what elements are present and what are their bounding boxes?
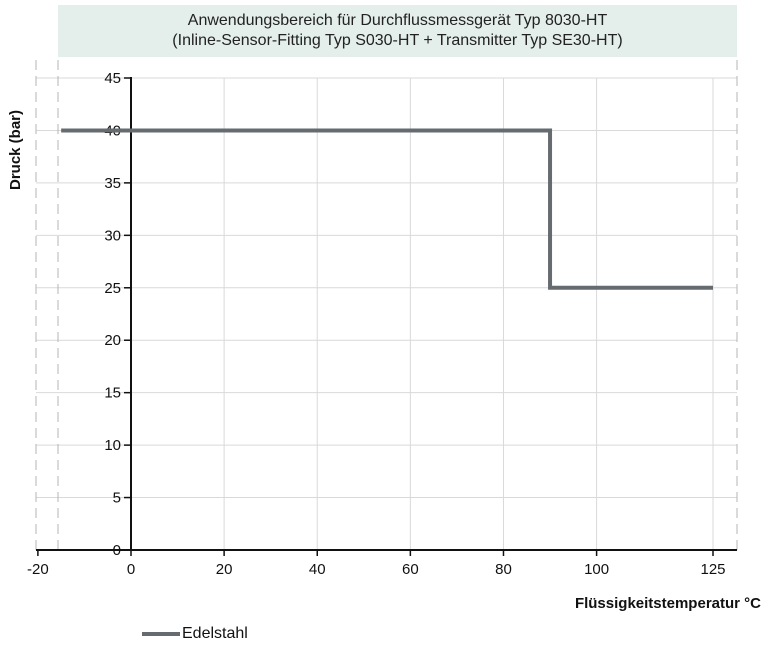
x-axis-label: Flüssigkeitstemperatur °C bbox=[575, 595, 761, 612]
y-tick-label: 45 bbox=[104, 70, 121, 87]
y-tick-label: 35 bbox=[104, 175, 121, 192]
legend-label: Edelstahl bbox=[182, 625, 248, 642]
x-tick-label: -20 bbox=[27, 561, 49, 578]
x-tick-label: 20 bbox=[216, 561, 233, 578]
legend-swatch bbox=[142, 632, 180, 636]
series-line-edelstahl bbox=[61, 128, 713, 290]
chart-title-line-2: (Inline-Sensor-Fitting Typ S030-HT + Tra… bbox=[172, 32, 623, 49]
x-tick-label: 0 bbox=[127, 561, 135, 578]
y-axis-label: Druck (bar) bbox=[7, 110, 24, 190]
y-tick-label: 25 bbox=[104, 280, 121, 297]
x-tick-label: 125 bbox=[700, 561, 725, 578]
x-tick-label: 80 bbox=[495, 561, 512, 578]
y-tick-label: 15 bbox=[104, 385, 121, 402]
legend: Edelstahl bbox=[142, 625, 248, 643]
y-tick-label: 30 bbox=[104, 227, 121, 244]
x-tick-label: 40 bbox=[309, 561, 326, 578]
y-tick-label: 10 bbox=[104, 437, 121, 454]
chart-title-box: Anwendungsbereich für Durchflussmessgerä… bbox=[58, 5, 737, 57]
chart-title-line-1: Anwendungsbereich für Durchflussmessgerä… bbox=[187, 12, 608, 29]
x-tick-label: 60 bbox=[402, 561, 419, 578]
y-tick-label: 0 bbox=[113, 542, 121, 559]
y-tick-label: 20 bbox=[104, 332, 121, 349]
x-tick-label: 100 bbox=[584, 561, 609, 578]
y-tick-label: 5 bbox=[113, 490, 121, 507]
